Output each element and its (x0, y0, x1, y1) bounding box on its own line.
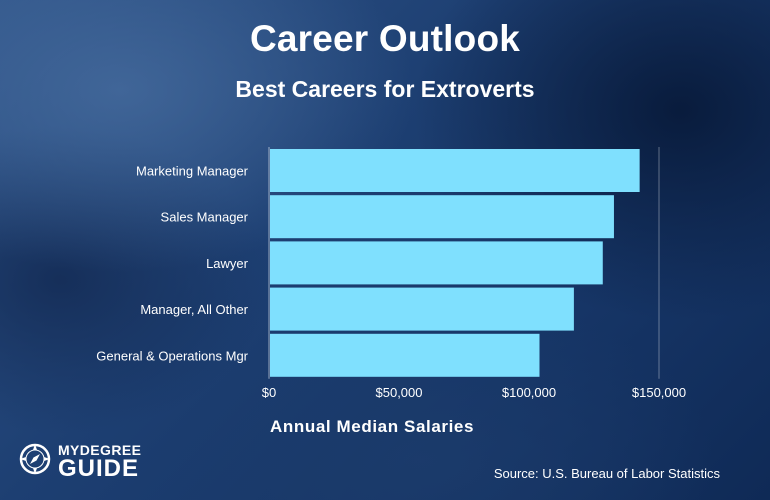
bar (270, 287, 574, 331)
category-label: Marketing Manager (136, 164, 249, 179)
bar (270, 149, 640, 192)
category-label: Sales Manager (161, 210, 249, 225)
compass-icon (19, 443, 51, 475)
logo-text-top: MYDEGREE (58, 442, 142, 458)
bar (270, 241, 603, 285)
category-label: Lawyer (206, 256, 249, 271)
chart-title: Career Outlook (249, 18, 521, 59)
chart-subtitle: Best Careers for Extroverts (235, 76, 535, 102)
mydegreeguide-logo: MYDEGREE GUIDE (18, 440, 148, 484)
x-tick-label: $150,000 (632, 385, 686, 400)
x-tick-label: $50,000 (376, 385, 423, 400)
x-tick-label: $100,000 (502, 385, 556, 400)
source-note: Source: U.S. Bureau of Labor Statistics (493, 466, 720, 481)
bar (270, 333, 540, 377)
category-label: General & Operations Mgr (96, 348, 248, 363)
category-label: Manager, All Other (140, 302, 248, 317)
logo-text-bottom: GUIDE (58, 455, 140, 482)
x-tick-label: $0 (262, 385, 276, 400)
x-axis-label: Annual Median Salaries (270, 417, 475, 436)
bar (270, 195, 614, 239)
